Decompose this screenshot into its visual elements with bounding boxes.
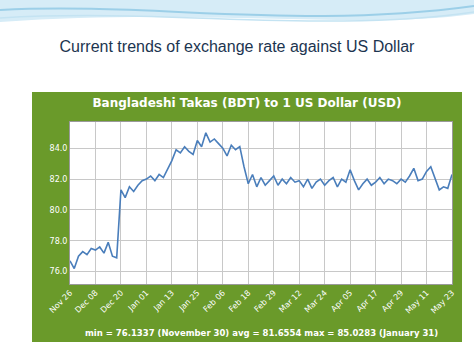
svg-text:Jan 13: Jan 13 xyxy=(151,288,176,313)
svg-text:Mar 24: Mar 24 xyxy=(303,288,329,314)
svg-text:Apr 29: Apr 29 xyxy=(380,288,405,313)
html-text:Current trends of exchange rat: Current trends of exchange rate against … xyxy=(59,38,415,55)
svg-text:Jan 25: Jan 25 xyxy=(177,288,202,313)
svg-text:78.0: 78.0 xyxy=(50,237,68,246)
svg-text:Dec 20: Dec 20 xyxy=(99,288,125,314)
svg-text:Feb 06: Feb 06 xyxy=(202,288,227,313)
svg-text:82.0: 82.0 xyxy=(50,175,68,184)
svg-text:Apr 05: Apr 05 xyxy=(329,288,354,313)
svg-text:Nov 26: Nov 26 xyxy=(48,288,74,314)
svg-text:Dec 08: Dec 08 xyxy=(73,288,99,314)
svg-text:Feb 18: Feb 18 xyxy=(227,288,252,313)
svg-text:May 23: May 23 xyxy=(429,288,456,315)
svg-text:76.0: 76.0 xyxy=(50,267,68,276)
svg-text:May 11: May 11 xyxy=(404,288,431,315)
svg-text:80.0: 80.0 xyxy=(50,206,68,215)
svg-text:Jan 01: Jan 01 xyxy=(126,288,151,313)
svg-text:Mar 12: Mar 12 xyxy=(277,288,303,314)
svg-text:Feb 29: Feb 29 xyxy=(253,288,278,313)
svg-text:min = 76.1337 (November 30) av: min = 76.1337 (November 30) avg = 81.655… xyxy=(85,328,438,338)
svg-text:Apr 17: Apr 17 xyxy=(355,288,380,313)
svg-text:84.0: 84.0 xyxy=(50,144,68,153)
svg-text:Bangladeshi Takas (BDT) to 1 U: Bangladeshi Takas (BDT) to 1 US Dollar (… xyxy=(92,96,401,110)
